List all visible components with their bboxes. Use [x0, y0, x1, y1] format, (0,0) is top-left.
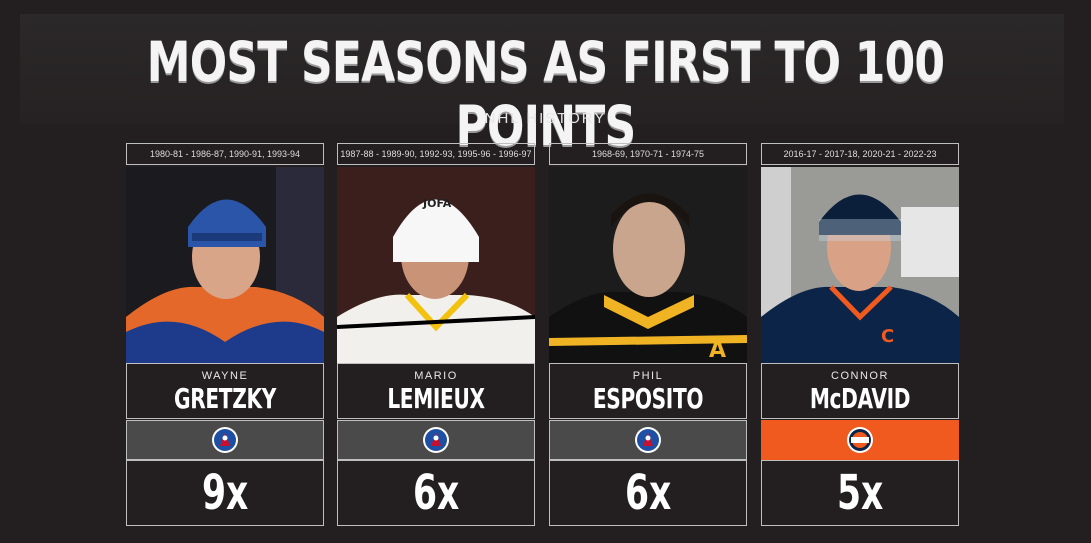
player-card-gretzky: 1980-81 - 1986-87, 1990-91, 1993-94 WAYN…	[126, 143, 324, 526]
seasons-count: 6x	[624, 465, 672, 521]
hall-of-fame-icon	[212, 427, 238, 453]
page-title: MOST SEASONS AS FIRST TO 100 POINTS	[146, 30, 945, 158]
player-name-box: PHIL ESPOSITO	[549, 363, 747, 419]
hall-of-fame-bar	[337, 420, 535, 460]
player-name-box: WAYNE GRETZKY	[126, 363, 324, 419]
player-name-box: CONNOR McDAVID	[761, 363, 959, 419]
player-card-lemieux: 1987-88 - 1989-90, 1992-93, 1995-96 - 19…	[337, 143, 535, 526]
seasons-label: 1987-88 - 1989-90, 1992-93, 1995-96 - 19…	[337, 143, 535, 165]
oilers-logo-icon	[847, 427, 873, 453]
player-photo: A	[549, 167, 747, 363]
header-background	[20, 14, 1064, 124]
seasons-label: 1980-81 - 1986-87, 1990-91, 1993-94	[126, 143, 324, 165]
count-box: 6x	[549, 460, 747, 526]
count-box: 5x	[761, 460, 959, 526]
hall-of-fame-bar	[549, 420, 747, 460]
seasons-count: 5x	[836, 465, 884, 521]
count-box: 9x	[126, 460, 324, 526]
player-first-name: WAYNE	[201, 370, 249, 382]
player-first-name: MARIO	[414, 370, 458, 382]
svg-text:C: C	[881, 326, 894, 347]
player-last-name: LEMIEUX	[387, 382, 485, 415]
player-first-name: PHIL	[632, 370, 664, 382]
seasons-count: 9x	[201, 465, 249, 521]
seasons-count: 6x	[412, 465, 460, 521]
svg-text:A: A	[709, 338, 726, 363]
player-card-esposito: 1968-69, 1970-71 - 1974-75 A PHIL ESPOSI…	[549, 143, 747, 526]
player-photo: C	[761, 167, 959, 363]
player-last-name: McDAVID	[809, 382, 911, 415]
hall-of-fame-bar	[126, 420, 324, 460]
hall-of-fame-icon	[423, 427, 449, 453]
player-last-name: GRETZKY	[174, 382, 276, 415]
player-last-name: ESPOSITO	[592, 382, 704, 415]
player-name-box: MARIO LEMIEUX	[337, 363, 535, 419]
svg-text:JOFA: JOFA	[422, 197, 452, 210]
player-card-mcdavid: 2016-17 - 2017-18, 2020-21 - 2022-23 C C…	[761, 143, 959, 526]
hall-of-fame-icon	[635, 427, 661, 453]
team-logo-bar	[761, 420, 959, 460]
count-box: 6x	[337, 460, 535, 526]
seasons-label: 1968-69, 1970-71 - 1974-75	[549, 143, 747, 165]
page-subtitle: NHL HISTORY	[484, 110, 607, 127]
player-photo	[126, 167, 324, 363]
player-first-name: CONNOR	[831, 370, 889, 382]
seasons-label: 2016-17 - 2017-18, 2020-21 - 2022-23	[761, 143, 959, 165]
player-photo: JOFA	[337, 167, 535, 363]
